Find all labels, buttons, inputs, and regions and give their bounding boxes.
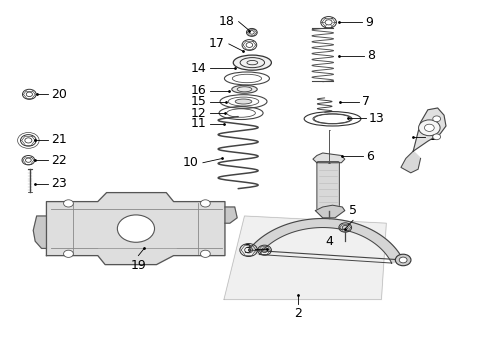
Text: 23: 23 bbox=[51, 177, 66, 190]
Text: 10: 10 bbox=[183, 156, 199, 169]
Text: 15: 15 bbox=[190, 95, 206, 108]
Text: 1: 1 bbox=[427, 130, 435, 143]
Text: 2: 2 bbox=[294, 307, 302, 320]
Circle shape bbox=[200, 200, 210, 207]
Polygon shape bbox=[224, 216, 386, 300]
Ellipse shape bbox=[233, 55, 271, 70]
Ellipse shape bbox=[231, 85, 257, 93]
Text: 16: 16 bbox=[190, 84, 206, 97]
Polygon shape bbox=[312, 153, 344, 163]
Text: 6: 6 bbox=[365, 150, 373, 163]
FancyBboxPatch shape bbox=[316, 162, 339, 212]
Circle shape bbox=[432, 134, 440, 140]
Circle shape bbox=[418, 120, 439, 136]
Text: 17: 17 bbox=[209, 37, 224, 50]
Circle shape bbox=[424, 124, 433, 131]
Text: 9: 9 bbox=[364, 16, 372, 29]
Text: 4: 4 bbox=[325, 235, 333, 248]
Polygon shape bbox=[46, 193, 224, 265]
Circle shape bbox=[63, 200, 73, 207]
Text: 22: 22 bbox=[51, 154, 66, 167]
Polygon shape bbox=[248, 219, 402, 263]
Polygon shape bbox=[400, 151, 420, 173]
Circle shape bbox=[394, 254, 410, 266]
Circle shape bbox=[200, 250, 210, 257]
Polygon shape bbox=[412, 108, 445, 151]
Text: 18: 18 bbox=[219, 15, 234, 28]
Text: 20: 20 bbox=[51, 88, 66, 101]
Text: 21: 21 bbox=[51, 133, 66, 146]
Polygon shape bbox=[33, 216, 46, 248]
Text: 8: 8 bbox=[366, 49, 374, 62]
Text: 14: 14 bbox=[190, 62, 206, 75]
Polygon shape bbox=[224, 207, 237, 223]
Polygon shape bbox=[315, 205, 344, 218]
Text: 19: 19 bbox=[130, 259, 146, 272]
Text: 12: 12 bbox=[190, 107, 206, 120]
Ellipse shape bbox=[235, 99, 251, 104]
Text: 3: 3 bbox=[243, 243, 251, 256]
Circle shape bbox=[117, 215, 154, 242]
Text: 13: 13 bbox=[368, 112, 384, 125]
Text: 7: 7 bbox=[362, 95, 369, 108]
Text: 5: 5 bbox=[348, 204, 356, 217]
Circle shape bbox=[63, 250, 73, 257]
Text: 11: 11 bbox=[190, 117, 206, 130]
Circle shape bbox=[398, 257, 406, 263]
Circle shape bbox=[432, 116, 440, 122]
